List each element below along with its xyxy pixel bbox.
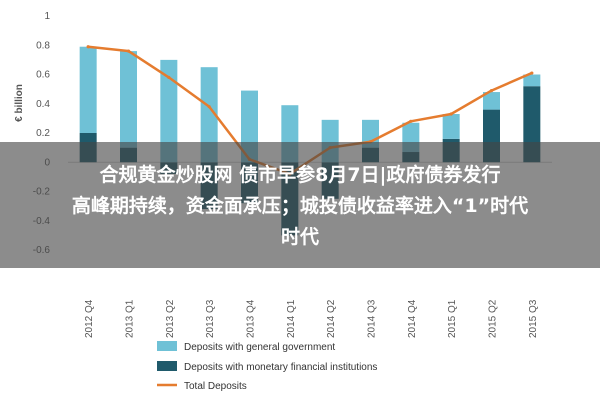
x-tick-label: 2014 Q4 — [407, 299, 418, 338]
total-deposits-point — [86, 45, 90, 49]
bar-general-government — [442, 113, 460, 139]
y-tick-label: 0.4 — [36, 99, 50, 110]
y-tick-label: 0.8 — [36, 40, 50, 51]
total-deposits-point — [207, 105, 211, 109]
headline-line-3: 时代 — [280, 226, 319, 248]
legend-label: Deposits with monetary financial institu… — [184, 362, 377, 373]
total-deposits-point — [489, 88, 494, 93]
total-deposits-point — [449, 112, 453, 116]
x-tick-label: 2015 Q1 — [447, 299, 458, 338]
bar-general-government — [200, 67, 218, 163]
legend-swatch — [157, 341, 177, 351]
legend: Deposits with general government Deposits… — [157, 341, 377, 392]
legend-label: Total Deposits — [184, 381, 247, 392]
bar-general-government — [483, 92, 500, 110]
bar-general-government — [523, 74, 541, 87]
bar-general-government — [120, 51, 137, 148]
headline-line-1: 合规黄金炒股网 债市早参8月7日|政府债券发行 — [99, 164, 501, 186]
bar-general-government — [160, 59, 178, 163]
total-deposits-point — [409, 119, 413, 123]
x-tick-label: 2013 Q2 — [165, 299, 176, 338]
y-axis-label: € billion — [14, 84, 25, 122]
x-tick-label: 2014 Q1 — [286, 299, 297, 338]
y-tick-label: 1 — [44, 11, 50, 22]
y-tick-label: 0.6 — [36, 70, 50, 81]
x-tick-label: 2013 Q3 — [205, 299, 216, 338]
y-tick-label: 0.2 — [36, 128, 50, 139]
x-tick-label: 2014 Q3 — [367, 299, 378, 338]
x-tick-label: 2015 Q3 — [528, 299, 539, 338]
total-deposits-point — [126, 49, 131, 53]
legend-swatch — [157, 361, 177, 371]
total-deposits-point — [167, 75, 171, 80]
x-tick-label: 2013 Q4 — [246, 299, 257, 338]
x-tick-label: 2012 Q4 — [84, 299, 95, 338]
legend-label: Deposits with general government — [184, 342, 335, 353]
bar-general-government — [79, 46, 97, 133]
headline: 合规黄金炒股网 债市早参8月7日|政府债券发行 高峰期持续，资金面承压；城投债收… — [0, 160, 600, 253]
x-tick-label: 2013 Q1 — [125, 299, 136, 338]
x-tick-label: 2014 Q2 — [326, 299, 337, 338]
x-tick-label: 2015 Q2 — [488, 299, 499, 338]
headline-line-2: 高峰期持续，资金面承压；城投债收益率进入“1”时代 — [71, 195, 529, 217]
title-banner — [0, 142, 600, 268]
total-deposits-point — [530, 71, 534, 75]
